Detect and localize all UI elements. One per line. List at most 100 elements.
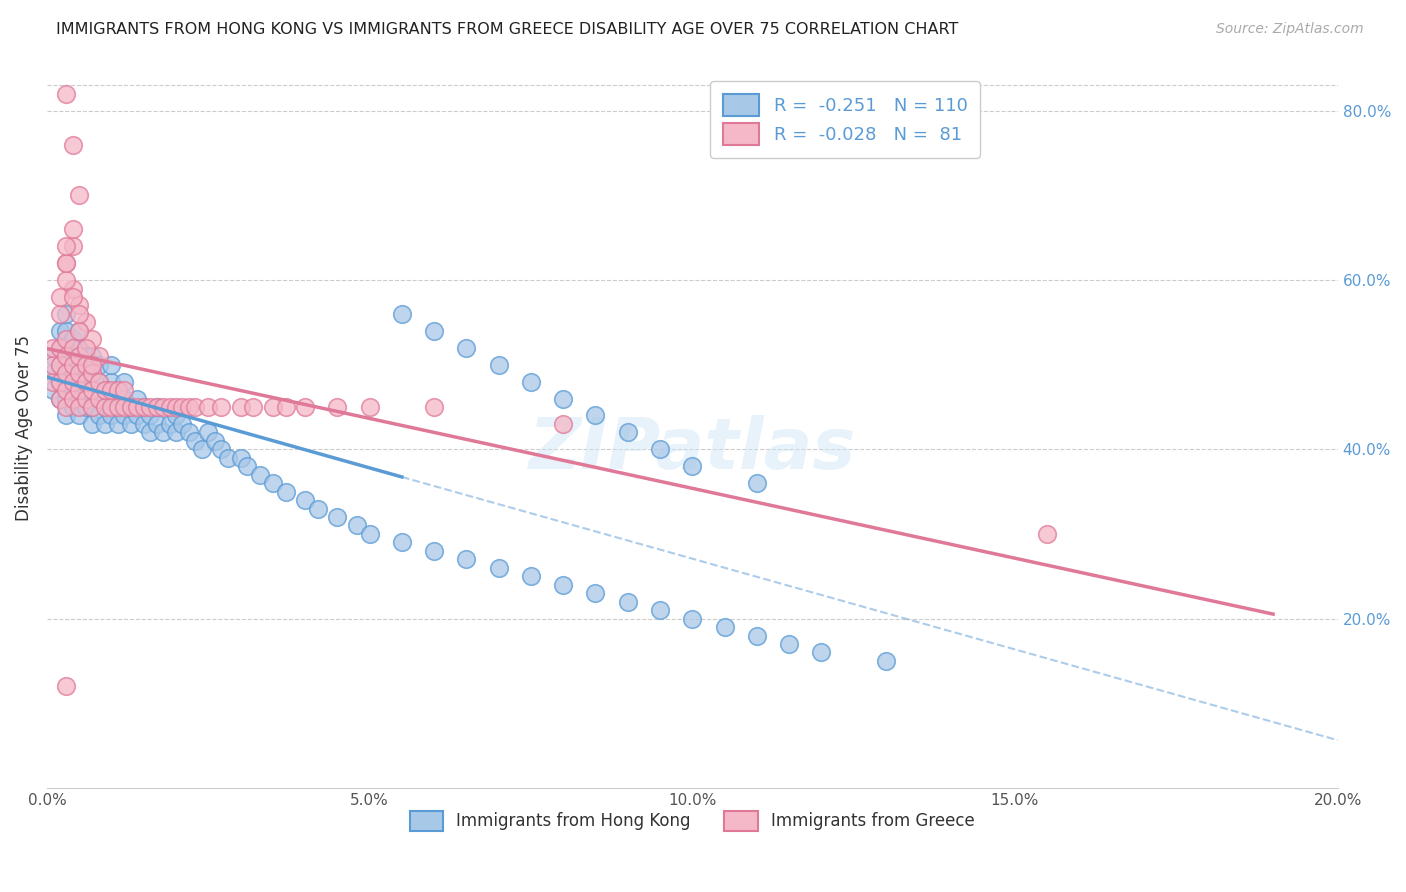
Point bbox=[62, 392, 84, 406]
Point bbox=[120, 400, 142, 414]
Point bbox=[94, 400, 117, 414]
Point bbox=[67, 341, 90, 355]
Point bbox=[177, 400, 200, 414]
Point bbox=[229, 400, 252, 414]
Point bbox=[80, 349, 103, 363]
Point bbox=[67, 409, 90, 423]
Point bbox=[75, 400, 97, 414]
Point bbox=[165, 409, 187, 423]
Point bbox=[75, 375, 97, 389]
Point bbox=[42, 383, 65, 397]
Point bbox=[49, 358, 72, 372]
Point bbox=[55, 256, 77, 270]
Point bbox=[553, 578, 575, 592]
Point bbox=[127, 400, 149, 414]
Point bbox=[49, 392, 72, 406]
Point bbox=[62, 290, 84, 304]
Point bbox=[423, 544, 446, 558]
Point bbox=[42, 349, 65, 363]
Point bbox=[75, 392, 97, 406]
Point bbox=[80, 358, 103, 372]
Point bbox=[67, 400, 90, 414]
Point bbox=[55, 375, 77, 389]
Point bbox=[49, 341, 72, 355]
Point bbox=[49, 324, 72, 338]
Point bbox=[112, 409, 135, 423]
Text: ZIPatlas: ZIPatlas bbox=[529, 416, 856, 484]
Point bbox=[262, 400, 284, 414]
Point bbox=[67, 349, 90, 363]
Point bbox=[55, 256, 77, 270]
Point bbox=[242, 400, 264, 414]
Point bbox=[67, 307, 90, 321]
Point bbox=[49, 375, 72, 389]
Point bbox=[139, 409, 162, 423]
Point bbox=[184, 434, 207, 448]
Point bbox=[132, 400, 155, 414]
Point bbox=[553, 392, 575, 406]
Point bbox=[139, 425, 162, 440]
Point bbox=[145, 417, 167, 431]
Point bbox=[100, 392, 122, 406]
Point bbox=[62, 222, 84, 236]
Point bbox=[139, 400, 162, 414]
Point bbox=[681, 459, 703, 474]
Point bbox=[62, 349, 84, 363]
Point bbox=[55, 366, 77, 380]
Point bbox=[616, 425, 638, 440]
Point bbox=[152, 425, 174, 440]
Point bbox=[648, 442, 671, 457]
Point bbox=[127, 409, 149, 423]
Point bbox=[42, 358, 65, 372]
Point bbox=[67, 366, 90, 380]
Point bbox=[112, 375, 135, 389]
Point bbox=[67, 324, 90, 338]
Point bbox=[62, 137, 84, 152]
Point bbox=[49, 341, 72, 355]
Point bbox=[67, 392, 90, 406]
Point bbox=[1036, 527, 1059, 541]
Point bbox=[80, 400, 103, 414]
Point bbox=[62, 366, 84, 380]
Point bbox=[75, 341, 97, 355]
Point bbox=[80, 383, 103, 397]
Point bbox=[326, 400, 349, 414]
Point bbox=[67, 298, 90, 312]
Point bbox=[67, 383, 90, 397]
Point bbox=[94, 383, 117, 397]
Point bbox=[49, 375, 72, 389]
Point bbox=[94, 417, 117, 431]
Point bbox=[262, 476, 284, 491]
Point bbox=[55, 383, 77, 397]
Point bbox=[80, 383, 103, 397]
Point bbox=[87, 409, 110, 423]
Point bbox=[49, 358, 72, 372]
Point bbox=[107, 400, 129, 414]
Point bbox=[87, 392, 110, 406]
Point bbox=[49, 392, 72, 406]
Point bbox=[55, 358, 77, 372]
Point bbox=[62, 358, 84, 372]
Point bbox=[165, 425, 187, 440]
Point bbox=[236, 459, 259, 474]
Point bbox=[62, 281, 84, 295]
Point bbox=[55, 307, 77, 321]
Point bbox=[107, 383, 129, 397]
Point bbox=[75, 315, 97, 329]
Point bbox=[42, 341, 65, 355]
Point bbox=[778, 637, 800, 651]
Point bbox=[681, 611, 703, 625]
Point bbox=[100, 383, 122, 397]
Point bbox=[585, 409, 607, 423]
Point bbox=[55, 87, 77, 101]
Point bbox=[391, 535, 413, 549]
Point bbox=[177, 425, 200, 440]
Y-axis label: Disability Age Over 75: Disability Age Over 75 bbox=[15, 335, 32, 521]
Point bbox=[488, 358, 510, 372]
Point bbox=[67, 358, 90, 372]
Point bbox=[55, 324, 77, 338]
Point bbox=[55, 273, 77, 287]
Point bbox=[49, 290, 72, 304]
Point bbox=[55, 409, 77, 423]
Point bbox=[423, 400, 446, 414]
